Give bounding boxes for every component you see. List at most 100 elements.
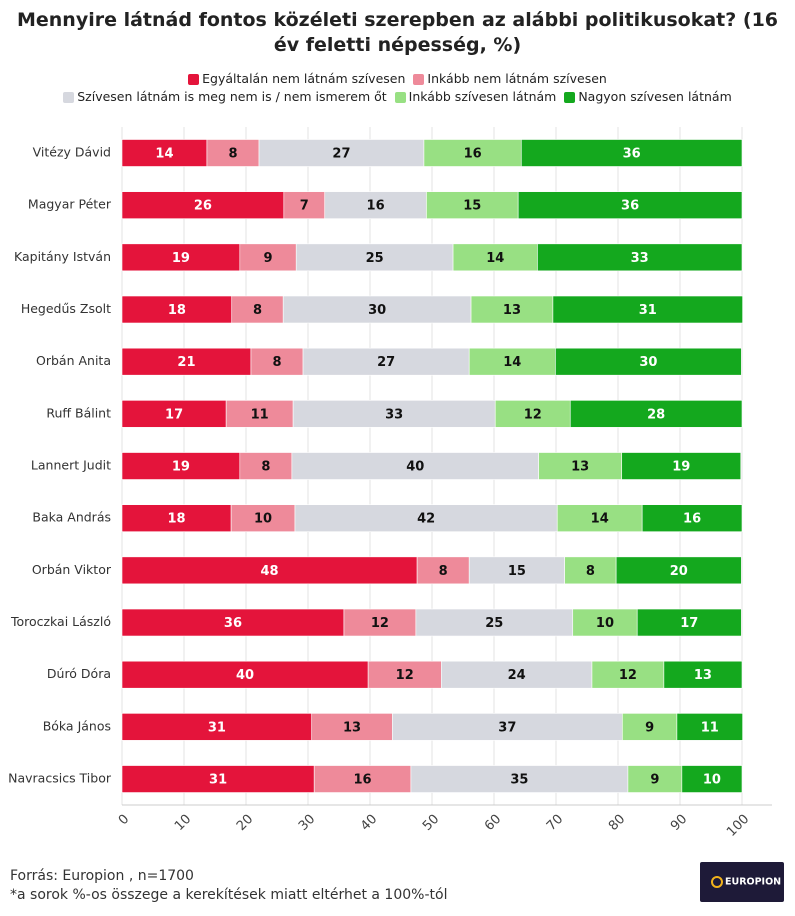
data-label: 18 [168, 303, 186, 318]
data-label: 11 [701, 720, 719, 735]
bar-segment [426, 191, 519, 219]
bar-segment [470, 295, 554, 324]
bar-segment [292, 400, 496, 428]
data-label: 21 [177, 355, 195, 370]
y-tick-label: Hegedűs Zsolt [21, 301, 111, 316]
x-tick-label: 90 [668, 812, 690, 834]
bar-segment [121, 347, 252, 376]
bar-segment [250, 347, 304, 376]
bar-segment [621, 452, 742, 480]
y-tick-label: Dúró Dóra [47, 666, 111, 681]
data-label: 14 [591, 512, 609, 527]
bar-segment [440, 660, 593, 689]
bar-segment [415, 608, 574, 637]
bar-segment [121, 191, 285, 219]
data-label: 8 [272, 355, 281, 370]
bar-segment [343, 608, 417, 637]
y-tick-label: Orbán Viktor [32, 562, 112, 577]
bar-segment [121, 243, 241, 272]
bar-segment [416, 556, 470, 585]
data-label: 27 [332, 147, 350, 162]
data-label: 12 [619, 668, 637, 683]
x-tick-label: 40 [358, 812, 380, 834]
bar-segment [591, 660, 665, 689]
bar-segment [494, 400, 571, 428]
data-label: 40 [236, 668, 254, 683]
data-label: 15 [508, 564, 526, 579]
y-tick-label: Baka András [32, 510, 111, 525]
logo-icon [711, 876, 723, 888]
legend-swatch [63, 91, 75, 103]
y-tick-label: Kapitány István [14, 249, 111, 264]
bar-segment [295, 243, 454, 272]
bar-segment [367, 660, 442, 689]
x-tick-label: 30 [296, 812, 318, 834]
data-label: 31 [639, 303, 657, 318]
data-label: 15 [463, 199, 481, 214]
legend-item: Inkább nem látnám szívesen [413, 70, 607, 88]
bar-segment [258, 139, 425, 167]
bar-segment [636, 608, 742, 637]
x-tick-label: 70 [544, 812, 566, 834]
y-tick-label: Vitézy Dávid [33, 145, 111, 160]
bar-segment [538, 452, 623, 480]
bar-segment [663, 660, 743, 689]
bar-segment [311, 713, 393, 741]
legend-label: Szívesen látnám is meg nem is / nem isme… [77, 89, 387, 104]
data-label: 12 [371, 616, 389, 631]
x-tick-label: 50 [420, 812, 442, 834]
bar-segment [121, 713, 313, 741]
legend-label: Egyáltalán nem látnám szívesen [202, 71, 406, 86]
data-label: 14 [155, 147, 173, 162]
data-label: 20 [670, 564, 688, 579]
data-label: 48 [261, 564, 279, 579]
data-label: 16 [367, 199, 385, 214]
bar-segment [517, 191, 743, 219]
bar-segment [681, 765, 743, 793]
bar-segment [121, 400, 227, 428]
x-tick-label: 0 [116, 812, 132, 828]
bar-segment [520, 139, 743, 167]
data-label: 9 [645, 720, 654, 735]
data-label: 8 [439, 564, 448, 579]
bar-segment [283, 191, 326, 219]
x-tick-label: 80 [606, 812, 628, 834]
data-label: 13 [503, 303, 521, 318]
bar-segment [556, 504, 643, 532]
data-label: 8 [586, 564, 595, 579]
data-label: 10 [254, 512, 272, 527]
bar-segment [537, 243, 743, 272]
y-tick-label: Magyar Péter [28, 197, 112, 212]
bar-segment [641, 504, 743, 532]
data-label: 27 [377, 355, 395, 370]
data-label: 9 [263, 251, 272, 266]
bar-segment [121, 765, 315, 793]
legend-label: Inkább szívesen látnám [408, 89, 557, 104]
data-label: 7 [300, 199, 309, 214]
legend-label: Inkább nem látnám szívesen [427, 71, 607, 86]
y-tick-label: Lannert Judit [31, 458, 111, 473]
bar-segment [121, 504, 232, 532]
legend: Egyáltalán nem látnám szívesen Inkább nem… [25, 70, 770, 106]
legend-label: Nagyon szívesen látnám [578, 89, 732, 104]
bar-segment [282, 295, 472, 324]
data-label: 12 [396, 668, 414, 683]
bar-segment [225, 400, 294, 428]
bar-segment [121, 139, 208, 167]
legend-item: Szívesen látnám is meg nem is / nem isme… [63, 88, 387, 106]
note: *a sorok %-os összege a kerekítések miat… [10, 887, 447, 903]
data-label: 26 [194, 199, 212, 214]
data-label: 19 [172, 251, 190, 266]
data-label: 14 [503, 355, 521, 370]
data-label: 19 [672, 460, 690, 475]
data-label: 18 [168, 512, 186, 527]
data-label: 42 [417, 512, 435, 527]
bar-segment [569, 400, 743, 428]
data-label: 24 [508, 668, 526, 683]
data-label: 25 [485, 616, 503, 631]
bar-segment [121, 295, 233, 324]
bar-segment [230, 504, 296, 532]
data-label: 16 [464, 147, 482, 162]
